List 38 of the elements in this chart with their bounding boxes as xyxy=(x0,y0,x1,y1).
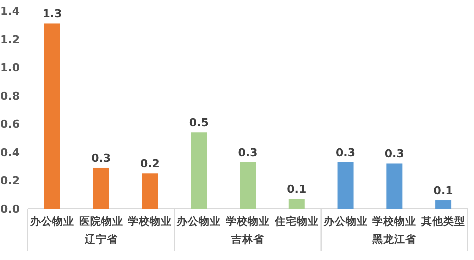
data-label: 0.3 xyxy=(92,152,112,165)
text: 黑龙江省 xyxy=(372,233,418,246)
x-tick-label: 学校物业 xyxy=(372,215,417,228)
x-tick-label: 办公物业 xyxy=(322,215,368,228)
data-label: 0.3 xyxy=(238,146,258,160)
y-tick-label: 0.4 xyxy=(0,146,20,160)
x-tick-label: 其他类型 xyxy=(420,215,466,228)
data-label: 0.2 xyxy=(140,158,160,171)
bar xyxy=(191,132,208,209)
data-label: 0.3 xyxy=(336,146,356,160)
y-tick-label: 0.0 xyxy=(0,203,20,216)
y-tick-label: 1.0 xyxy=(0,62,20,75)
x-tick-label: 办公物业 xyxy=(176,215,222,228)
y-tick-label: 0.8 xyxy=(0,90,20,103)
x-tick-label: 住宅物业 xyxy=(274,215,319,228)
bar xyxy=(44,24,60,209)
x-tick-label: 办公物业 xyxy=(29,215,74,228)
data-label: 0.5 xyxy=(189,116,209,130)
text: 吉林省 xyxy=(230,233,266,246)
text: 辽宁省 xyxy=(84,233,119,246)
data-label: 1.3 xyxy=(42,8,62,21)
data-label: 0.1 xyxy=(287,183,307,196)
x-tick-label: 学校物业 xyxy=(226,215,270,228)
bar xyxy=(93,168,110,209)
bar xyxy=(338,162,354,209)
y-tick-label: 1.2 xyxy=(0,33,20,46)
y-tick-label: 0.2 xyxy=(0,174,20,188)
x-tick-label: 学校物业 xyxy=(128,215,172,228)
data-label: 0.3 xyxy=(384,148,404,161)
bar xyxy=(142,174,158,209)
bar xyxy=(240,162,256,209)
y-tick-label: 1.4 xyxy=(0,5,20,18)
bar xyxy=(386,164,403,209)
data-label: 0.1 xyxy=(434,184,454,198)
bar xyxy=(436,200,452,209)
bar xyxy=(288,199,305,209)
x-tick-label: 医院物业 xyxy=(79,215,124,228)
y-tick-label: 0.6 xyxy=(0,118,20,132)
